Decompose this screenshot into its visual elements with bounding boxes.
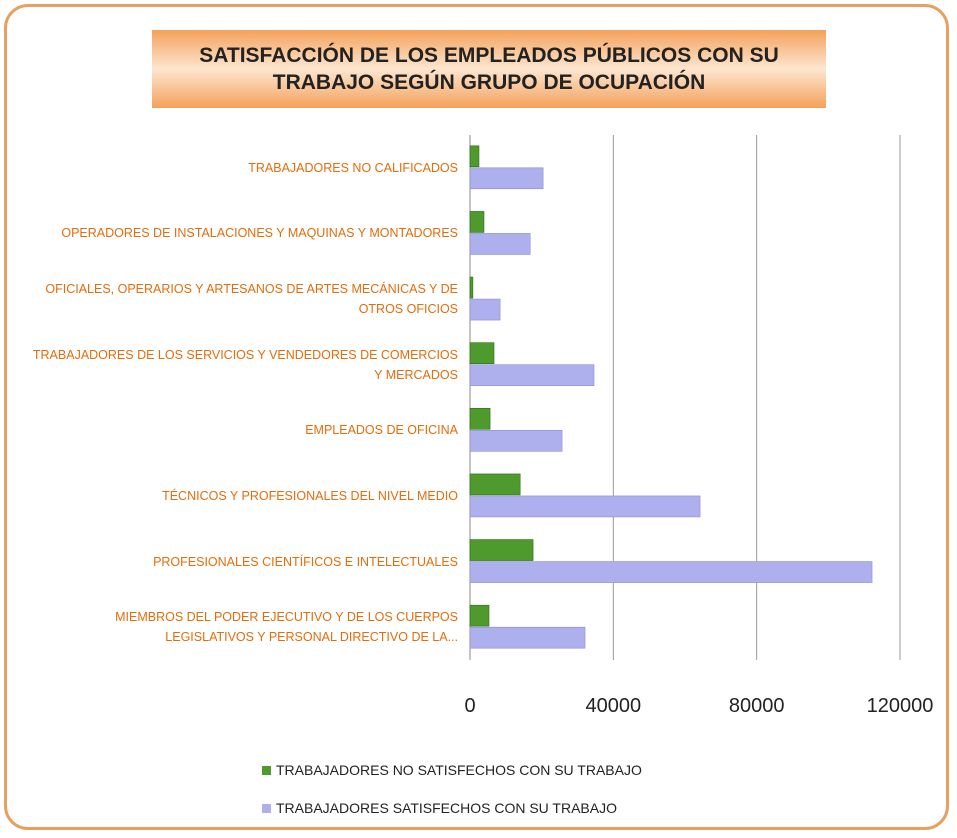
legend-label: TRABAJADORES SATISFECHOS CON SU TRABAJO xyxy=(276,800,617,816)
bar xyxy=(469,495,701,518)
category-label: MIEMBROS DEL PODER EJECUTIVO Y DE LOS CU… xyxy=(115,610,458,645)
category-label: OPERADORES DE INSTALACIONES Y MAQUINAS Y… xyxy=(61,226,458,241)
bar xyxy=(469,561,873,583)
bar xyxy=(469,604,490,627)
bar xyxy=(469,626,586,649)
x-tick-label: 120000 xyxy=(867,695,934,717)
bar xyxy=(469,430,563,452)
category-label: TÉCNICOS Y PROFESIONALES DEL NIVEL MEDIO xyxy=(162,488,458,503)
category-label: OFICIALES, OPERARIOS Y ARTESANOS DE ARTE… xyxy=(45,282,458,317)
bar xyxy=(469,233,531,255)
x-tick-label: 80000 xyxy=(729,695,785,717)
x-tick-label: 0 xyxy=(464,695,475,717)
bar xyxy=(469,539,534,561)
bar xyxy=(469,145,480,168)
category-label: TRABAJADORES NO CALIFICADOS xyxy=(248,160,458,175)
bar xyxy=(469,276,474,299)
bar xyxy=(469,211,485,233)
category-label: TRABAJADORES DE LOS SERVICIOS Y VENDEDOR… xyxy=(32,347,458,382)
bar xyxy=(469,342,495,364)
legend-marker xyxy=(262,766,271,775)
bar xyxy=(469,408,491,430)
legend-label: TRABAJADORES NO SATISFECHOS CON SU TRABA… xyxy=(276,762,642,778)
bar xyxy=(469,364,595,386)
legend-marker xyxy=(262,804,271,813)
x-tick-label: 40000 xyxy=(586,695,642,717)
bar xyxy=(469,167,544,190)
chart-title: SATISFACCIÓN DE LOS EMPLEADOS PÚBLICOS C… xyxy=(152,30,826,108)
category-label: EMPLEADOS DE OFICINA xyxy=(305,423,458,438)
bar xyxy=(469,473,521,496)
bar xyxy=(469,298,501,321)
category-label: PROFESIONALES CIENTÍFICOS E INTELECTUALE… xyxy=(153,554,458,569)
